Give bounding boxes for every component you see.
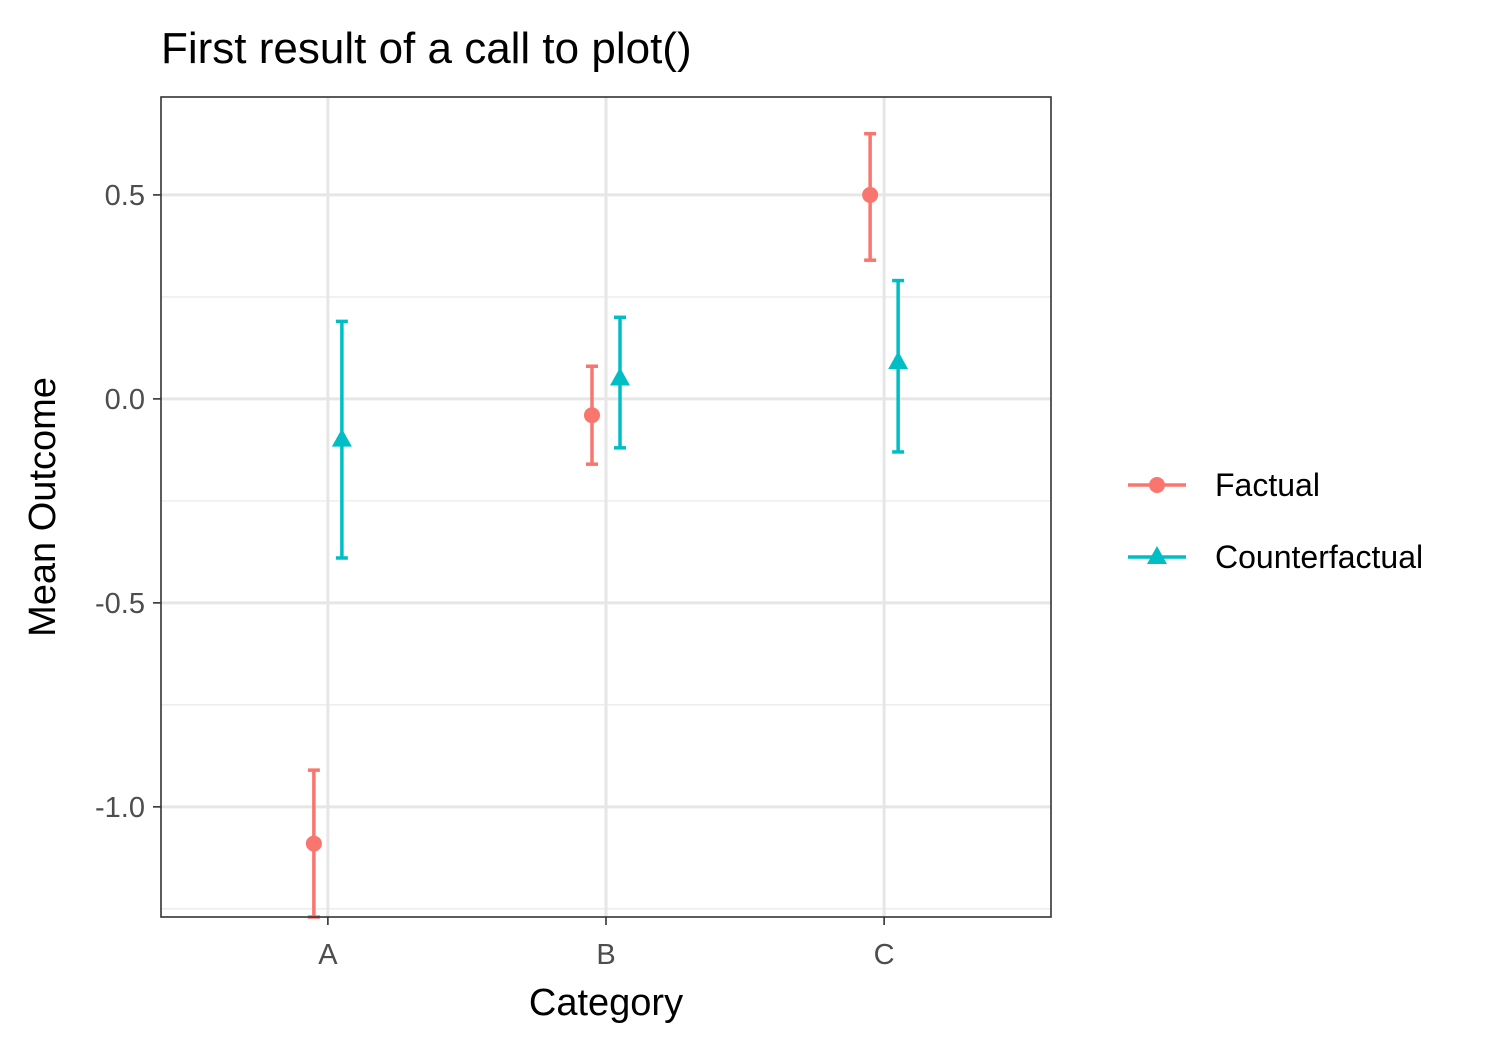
factual-point-b bbox=[584, 407, 600, 424]
grid bbox=[161, 97, 1051, 917]
y-tick-label: -1.0 bbox=[95, 792, 145, 824]
y-tick-label: 0.0 bbox=[105, 384, 145, 416]
legend-key-factual bbox=[1128, 477, 1186, 493]
y-tick-label: 0.5 bbox=[105, 180, 145, 212]
counterfactual-point-c bbox=[888, 351, 909, 370]
chart-title: First result of a call to plot() bbox=[161, 24, 692, 73]
x-tick-label: A bbox=[318, 939, 338, 971]
legend-key-marker bbox=[1149, 477, 1165, 493]
factual-point-c bbox=[862, 186, 879, 203]
counterfactual-point-a bbox=[331, 428, 352, 447]
legend-label-factual: Factual bbox=[1215, 467, 1320, 503]
axes: -1.0 -0.5 0.0 0.5 A B C bbox=[95, 180, 895, 971]
y-axis-title: Mean Outcome bbox=[22, 377, 64, 637]
x-tick-label: C bbox=[874, 939, 895, 971]
legend-label-counterfactual: Counterfactual bbox=[1215, 539, 1423, 575]
x-axis-title: Category bbox=[529, 982, 683, 1024]
legend-key-marker bbox=[1147, 546, 1167, 564]
counterfactual-point-b bbox=[610, 367, 630, 386]
factual-point-a bbox=[305, 835, 322, 852]
legend-key-counterfactual bbox=[1128, 546, 1186, 564]
legend: Factual Counterfactual bbox=[1128, 467, 1423, 575]
x-tick-label: B bbox=[596, 939, 615, 971]
y-tick-label: -0.5 bbox=[95, 588, 145, 620]
